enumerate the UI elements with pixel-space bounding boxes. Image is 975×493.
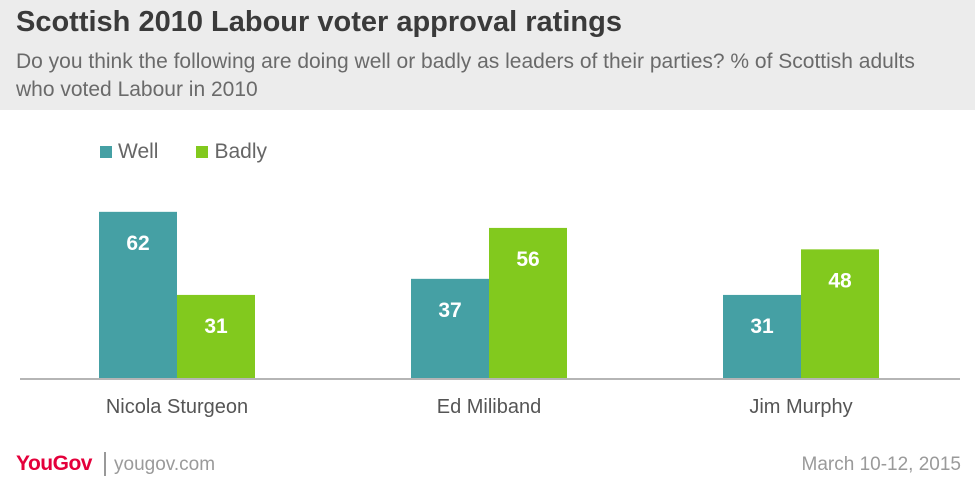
x-tick-label-jim-murphy: Jim Murphy: [749, 396, 852, 418]
legend-item-well: Well: [100, 140, 158, 164]
bar-well-nicola-sturgeon: [99, 211, 177, 378]
bar-badly-nicola-sturgeon: [177, 294, 255, 378]
legend-item-badly: Badly: [196, 140, 267, 164]
data-label-badly-jim-murphy: 48: [828, 269, 852, 292]
legend-swatch-well: [100, 146, 112, 158]
bar-badly-jim-murphy: [801, 249, 879, 378]
legend-swatch-badly: [196, 146, 209, 158]
footer-date: March 10-12, 2015: [801, 454, 962, 475]
data-label-well-ed-miliband: 37: [438, 299, 461, 322]
data-label-well-jim-murphy: 31: [750, 315, 774, 338]
footer-url[interactable]: yougov.com: [114, 454, 216, 475]
yougov-logo: YouGov: [16, 452, 92, 475]
footer-separator: [104, 452, 106, 476]
chart-subtitle: Do you think the following are doing wel…: [16, 50, 915, 101]
legend-label-well: Well: [118, 140, 159, 163]
bar-badly-ed-miliband: [489, 227, 567, 378]
data-label-badly-nicola-sturgeon: 31: [204, 315, 228, 338]
bar-well-ed-miliband: [411, 278, 489, 378]
data-label-well-nicola-sturgeon: 62: [126, 232, 149, 255]
header-band: Scottish 2010 Labour voter approval rati…: [0, 0, 975, 110]
x-tick-label-nicola-sturgeon: Nicola Sturgeon: [106, 396, 248, 418]
x-tick-label-ed-miliband: Ed Miliband: [437, 396, 542, 418]
bar-well-jim-murphy: [723, 294, 801, 378]
legend: Well Badly: [100, 140, 305, 164]
data-label-badly-ed-miliband: 56: [516, 248, 539, 271]
chart-title: Scottish 2010 Labour voter approval rati…: [16, 6, 622, 38]
legend-label-badly: Badly: [214, 140, 267, 163]
